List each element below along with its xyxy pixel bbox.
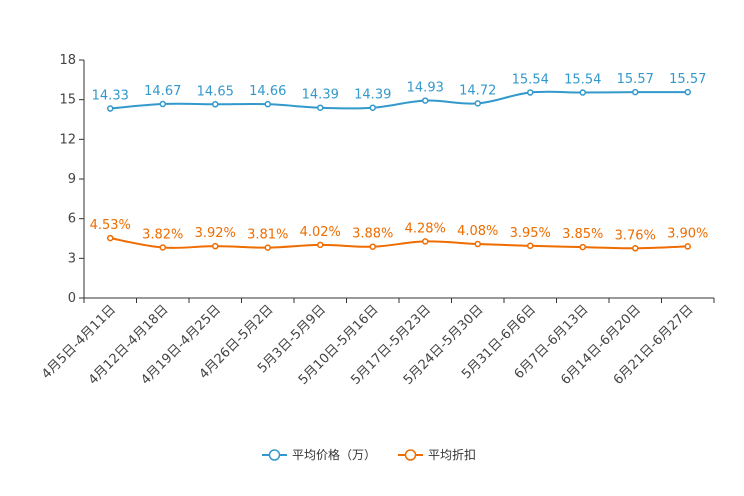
series-1-data-label: 3.88%: [352, 227, 393, 242]
series-1-data-label: 4.02%: [300, 225, 341, 240]
series-1-point[interactable]: [632, 245, 639, 252]
series-1-data-label: 3.85%: [562, 227, 603, 242]
series-1-point[interactable]: [684, 243, 691, 250]
series-lines: [110, 90, 688, 250]
legend-label: 平均价格（万）: [292, 447, 376, 462]
legend-item-0[interactable]: 平均价格（万）: [262, 447, 376, 462]
y-tick-label: 12: [59, 132, 76, 147]
series-1-point[interactable]: [212, 242, 219, 250]
series-0-data-label: 14.72: [459, 83, 496, 98]
y-tick-label: 0: [68, 291, 76, 306]
series-0-data-label: 15.54: [564, 73, 601, 88]
series-1-data-label: 3.76%: [615, 228, 656, 243]
series-1-point[interactable]: [107, 234, 114, 242]
series-1-data-label: 3.82%: [142, 227, 183, 242]
chart-axes: 03691215184月5日-4月11日4月12日-4月18日4月19日-4月2…: [39, 53, 715, 388]
series-1-point[interactable]: [159, 244, 166, 251]
series-0-point[interactable]: [579, 89, 586, 96]
series-points: [107, 88, 691, 252]
series-0-point[interactable]: [684, 88, 691, 96]
legend-swatch-marker: [268, 449, 281, 461]
series-1-point[interactable]: [422, 238, 429, 245]
series-0-data-label: 14.66: [249, 84, 286, 99]
series-1-point[interactable]: [474, 240, 481, 248]
series-0-data-label: 14.39: [302, 88, 339, 103]
series-0-data-label: 15.57: [617, 72, 654, 87]
series-0-data-label: 14.39: [354, 88, 391, 103]
y-tick-label: 9: [68, 172, 76, 187]
series-0-point[interactable]: [159, 100, 166, 108]
series-1-point[interactable]: [264, 244, 271, 251]
series-0-point[interactable]: [264, 100, 271, 108]
series-0-point[interactable]: [317, 104, 324, 111]
legend: 平均价格（万） 平均折扣: [262, 447, 476, 462]
legend-item-1[interactable]: 平均折扣: [398, 447, 476, 462]
series-1-data-label: 4.53%: [90, 218, 131, 233]
series-0-point[interactable]: [632, 88, 639, 96]
series-0-point[interactable]: [369, 104, 376, 111]
series-labels: 14.33 14.67 14.65 14.66 14.39 14.39 14.93 14.72…: [90, 72, 709, 243]
series-1-data-label: 3.92%: [195, 226, 236, 241]
series-0-data-label: 15.54: [512, 73, 549, 88]
y-tick-label: 3: [68, 251, 76, 266]
series-1-point[interactable]: [369, 243, 376, 250]
y-tick-label: 18: [59, 53, 76, 68]
legend-swatch-marker: [404, 449, 417, 461]
series-0-point[interactable]: [422, 97, 429, 104]
legend-label: 平均折扣: [428, 447, 476, 462]
y-tick-label: 6: [68, 212, 76, 227]
series-0-data-label: 14.65: [197, 84, 234, 99]
series-1-data-label: 3.81%: [247, 228, 288, 243]
series-1-line: [110, 237, 688, 250]
series-1-point[interactable]: [527, 242, 534, 250]
series-1-data-label: 3.95%: [510, 226, 551, 241]
series-0-line: [110, 90, 688, 110]
series-0-point[interactable]: [107, 105, 114, 112]
series-0-point[interactable]: [527, 89, 534, 96]
series-0-data-label: 14.33: [92, 89, 129, 104]
series-1-data-label: 4.08%: [457, 224, 498, 239]
series-0-data-label: 14.93: [407, 81, 444, 96]
series-1-data-label: 4.28%: [405, 221, 446, 236]
series-0-point[interactable]: [212, 101, 219, 108]
series-1-point[interactable]: [579, 243, 586, 251]
series-0-data-label: 15.57: [669, 72, 706, 87]
series-1-data-label: 3.90%: [667, 226, 708, 241]
series-0-point[interactable]: [474, 100, 481, 107]
series-1-point[interactable]: [317, 241, 324, 249]
series-0-data-label: 14.67: [144, 84, 181, 99]
y-tick-label: 15: [59, 93, 76, 108]
